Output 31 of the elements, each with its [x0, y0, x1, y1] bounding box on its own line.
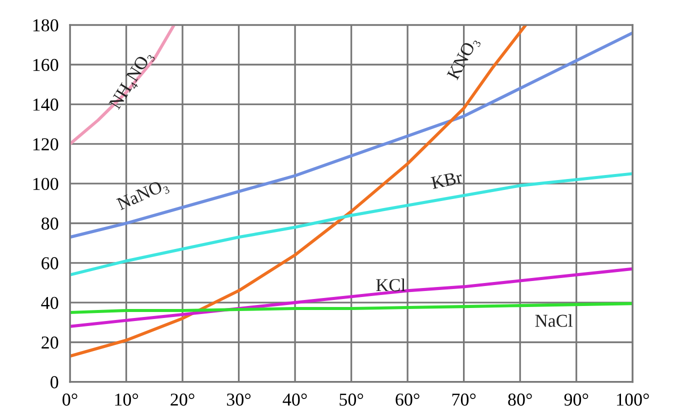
- line-series: [70, 24, 176, 146]
- x-tick-label: 50°: [340, 394, 364, 406]
- series-label: KCl: [376, 278, 406, 292]
- y-tick-label: 100: [33, 178, 58, 190]
- line-series: [70, 302, 633, 314]
- x-tick-label: 80°: [508, 394, 532, 406]
- text: NaNO₃: [116, 178, 170, 214]
- x-tick-label: 10°: [115, 394, 138, 406]
- y-tick-label: 80: [42, 218, 58, 230]
- y-tick-label: 0: [50, 376, 58, 388]
- x-tick-label: 70°: [452, 394, 476, 406]
- x-tick-label: 30°: [227, 394, 251, 406]
- x-tick-label: 60°: [396, 394, 420, 406]
- y-tick-label: 60: [42, 257, 58, 270]
- x-tick-label: 90°: [564, 394, 588, 406]
- line-series: [70, 31, 633, 239]
- y-tick-label: 180: [33, 19, 58, 32]
- line-series: [70, 172, 633, 276]
- line-series: [70, 24, 528, 358]
- text: KBr: [430, 171, 463, 190]
- x-tick-label: 100°: [617, 394, 649, 406]
- x-tick-label: 0°: [62, 394, 78, 406]
- y-tick-label: 120: [33, 138, 58, 150]
- line-series: [70, 267, 633, 328]
- x-tick-label: 20°: [170, 394, 194, 406]
- x-tick-label: 40°: [282, 394, 307, 406]
- y-tick-label: 20: [42, 336, 58, 349]
- y-tick-label: 140: [33, 98, 58, 111]
- y-tick-label: 40: [41, 296, 58, 310]
- series-label: NaCl: [535, 314, 573, 327]
- y-tick-label: 160: [33, 58, 58, 72]
